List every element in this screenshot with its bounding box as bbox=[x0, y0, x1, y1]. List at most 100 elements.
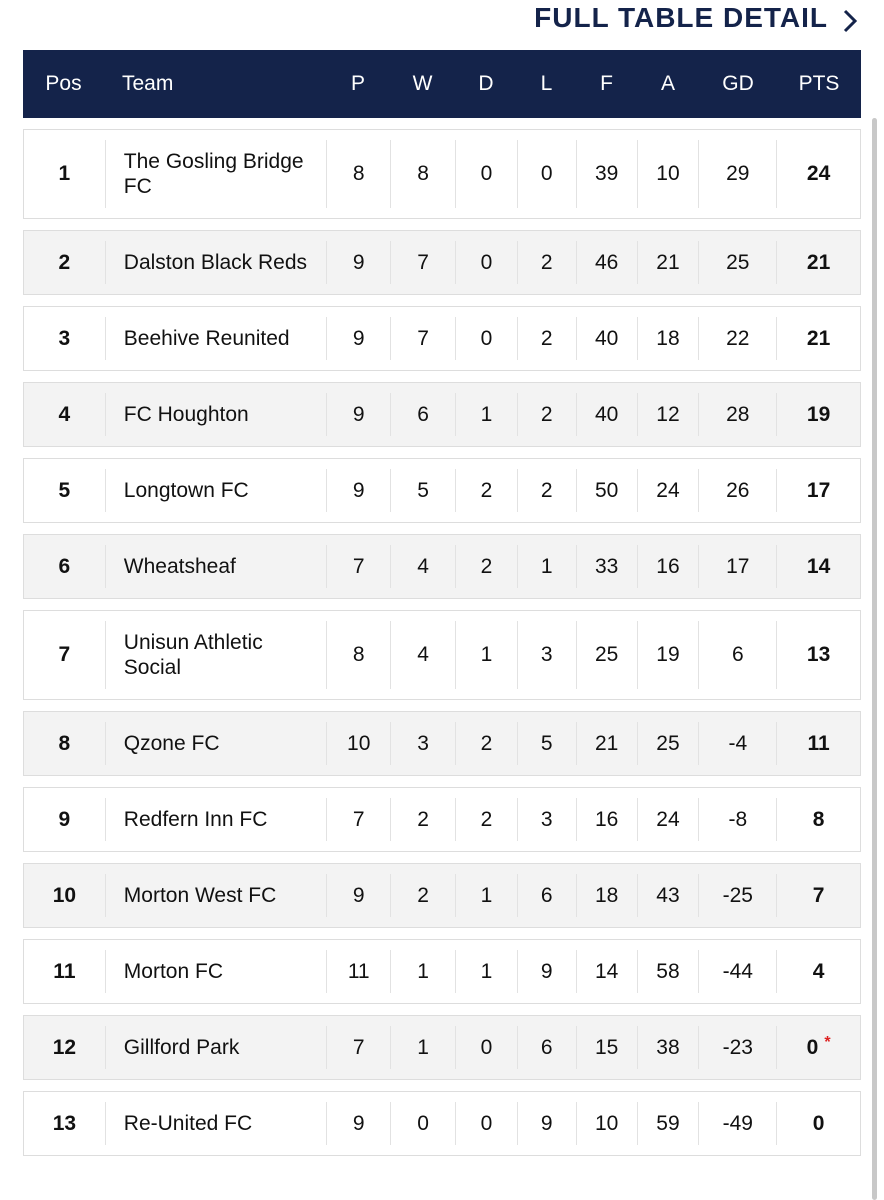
cell: -49 bbox=[698, 1102, 776, 1145]
cell-value: 2 bbox=[58, 250, 71, 274]
cell-value: 2 bbox=[417, 883, 429, 907]
team-name: Re-United FC bbox=[123, 1112, 253, 1135]
team-name: Dalston Black Reds bbox=[123, 251, 308, 274]
cell: 7 bbox=[326, 1026, 390, 1069]
cell-value: 9 bbox=[540, 959, 553, 983]
table-row: 10 Morton West FC 9 2 1 6 18 43 -25 7 bbox=[23, 863, 861, 928]
cell: Longtown FC bbox=[104, 469, 327, 512]
scrollbar[interactable] bbox=[872, 118, 877, 1200]
cell-value: 0 bbox=[812, 1111, 825, 1135]
cell-value: 8 bbox=[352, 643, 365, 666]
cell-value: 13 bbox=[52, 1111, 77, 1135]
cell: 58 bbox=[636, 950, 699, 993]
cell: 25 bbox=[698, 241, 776, 284]
cell-value: 9 bbox=[58, 807, 71, 831]
cell: 18 bbox=[636, 317, 699, 360]
cell-value: -44 bbox=[722, 959, 753, 983]
table-row: 6 Wheatsheaf 7 4 2 1 33 16 17 14 bbox=[23, 534, 861, 599]
cell: 1 bbox=[454, 874, 517, 917]
cell: 0 bbox=[390, 1102, 455, 1145]
cell-value: 2 bbox=[480, 807, 493, 831]
cell: 9 bbox=[326, 1102, 390, 1145]
cell-value: 6 bbox=[58, 554, 71, 578]
cell-value: 50 bbox=[594, 478, 619, 502]
cell: 2 bbox=[516, 317, 576, 360]
cell: 5 bbox=[24, 459, 105, 522]
cell: 7 bbox=[390, 241, 455, 284]
cell: 8 bbox=[390, 140, 455, 208]
cell-value: 9 bbox=[352, 402, 365, 426]
cell-value: 25 bbox=[594, 643, 619, 666]
cell-value: 1 bbox=[58, 162, 71, 185]
cell: 13 bbox=[24, 1092, 105, 1155]
cell-value: 24 bbox=[656, 807, 680, 831]
table-row: 1 The Gosling Bridge FC 8 8 0 0 39 10 29 24 bbox=[23, 129, 861, 219]
cell-value: 8 bbox=[417, 162, 429, 185]
cell-value: 19 bbox=[656, 643, 680, 666]
cell: 50 bbox=[575, 469, 637, 512]
cell-value: 3 bbox=[417, 731, 429, 755]
cell: -23 bbox=[698, 1026, 776, 1069]
cell: 28 bbox=[698, 393, 776, 436]
cell: 39 bbox=[575, 140, 637, 208]
cell-value: 7 bbox=[417, 326, 429, 350]
table-header: Pos Team P W D L F A GD PTS bbox=[23, 50, 861, 118]
cell: 18 bbox=[575, 874, 637, 917]
cell: 0 bbox=[454, 140, 517, 208]
cell-value: 7 bbox=[352, 554, 365, 578]
cell-value: 7 bbox=[352, 807, 365, 831]
cell: 9 bbox=[24, 788, 105, 851]
cell: 2 bbox=[516, 469, 576, 512]
chevron-icon[interactable] bbox=[842, 8, 858, 34]
cell-value: 0 bbox=[480, 162, 493, 185]
cell: 0 bbox=[454, 317, 517, 360]
table-row: 5 Longtown FC 9 5 2 2 50 24 26 17 bbox=[23, 458, 861, 523]
cell: 8 bbox=[326, 140, 390, 208]
cell-value: 5 bbox=[58, 478, 71, 502]
cell: 22 bbox=[698, 317, 776, 360]
cell-value: 22 bbox=[726, 326, 750, 350]
cell-value: 28 bbox=[726, 402, 750, 426]
cell-value: 9 bbox=[540, 1111, 553, 1135]
column-header: Pos bbox=[45, 72, 82, 95]
cell-value: 39 bbox=[594, 162, 619, 185]
cell: 0 bbox=[516, 140, 576, 208]
cell: 24 bbox=[636, 798, 699, 841]
cell: 6 bbox=[390, 393, 455, 436]
cell-value: 58 bbox=[656, 959, 680, 983]
team-name: Unisun Athletic Social bbox=[123, 631, 263, 679]
cell: 29 bbox=[698, 140, 776, 208]
cell-value: 7 bbox=[812, 883, 825, 907]
cell: 9 bbox=[326, 393, 390, 436]
cell: 12 bbox=[24, 1016, 105, 1079]
cell: 17 bbox=[776, 469, 860, 512]
cell-value: 11 bbox=[807, 731, 830, 755]
cell: 1 bbox=[24, 130, 105, 218]
cell-value: 14 bbox=[806, 554, 831, 578]
cell: 19 bbox=[636, 621, 699, 689]
cell-value: 19 bbox=[806, 402, 831, 426]
team-name: Morton FC bbox=[123, 960, 223, 983]
cell: 8 bbox=[24, 712, 105, 775]
cell: The Gosling Bridge FC bbox=[104, 140, 327, 208]
cell: 3 bbox=[516, 621, 576, 689]
cell-value: 2 bbox=[480, 478, 493, 502]
cell-value: 2 bbox=[540, 250, 553, 274]
team-name: Morton West FC bbox=[123, 884, 277, 907]
cell-value: 4 bbox=[812, 959, 825, 983]
column-header: A bbox=[660, 72, 675, 95]
cell: 16 bbox=[575, 798, 637, 841]
cell: 1 bbox=[454, 393, 517, 436]
full-table-link[interactable]: FULL TABLE DETAIL bbox=[534, 2, 828, 33]
cell-value: -8 bbox=[728, 807, 748, 831]
cell: Morton West FC bbox=[104, 874, 327, 917]
column-header: W bbox=[412, 72, 433, 95]
cell-value: 7 bbox=[58, 643, 71, 666]
cell-value: 33 bbox=[594, 554, 619, 578]
cell-value: 4 bbox=[417, 554, 429, 578]
cell-value: 2 bbox=[540, 478, 553, 502]
cell: 14 bbox=[776, 545, 860, 588]
cell: 40 bbox=[575, 317, 637, 360]
table-row: 2 Dalston Black Reds 9 7 0 2 46 21 25 21 bbox=[23, 230, 861, 295]
